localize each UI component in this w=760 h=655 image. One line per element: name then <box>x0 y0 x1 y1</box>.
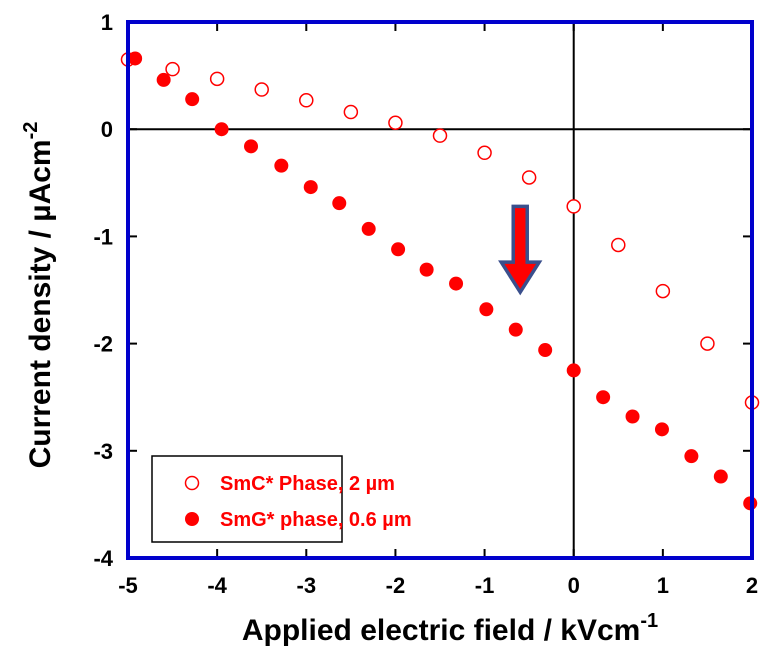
x-tick-label: -5 <box>118 573 138 598</box>
legend-marker-filled <box>185 512 199 526</box>
data-point-filled <box>332 196 347 211</box>
data-point-open <box>388 115 403 131</box>
data-point-filled <box>419 262 434 277</box>
data-point-open <box>209 71 225 87</box>
data-point-filled <box>479 302 494 317</box>
x-tick-label: -1 <box>475 573 495 598</box>
data-point-open <box>700 336 715 351</box>
data-point-filled <box>128 51 143 66</box>
data-point-filled <box>391 242 406 257</box>
legend-label: SmG* phase, 0.6 µm <box>220 509 412 531</box>
legend-marker-open <box>184 475 200 491</box>
data-point-filled <box>596 390 611 405</box>
data-point-filled <box>654 422 669 437</box>
legend-label: SmC* Phase, 2 µm <box>220 473 395 495</box>
legend-box <box>151 455 343 543</box>
series-layer <box>120 51 760 511</box>
data-point-filled <box>303 180 318 195</box>
y-axis-label-sup: -2 <box>20 122 42 140</box>
y-tick-label: -1 <box>93 224 113 249</box>
data-point-open <box>566 199 581 214</box>
data-point-open <box>343 104 359 120</box>
data-point-filled <box>508 322 523 337</box>
x-tick-label: 0 <box>568 573 580 598</box>
data-point-filled <box>156 72 171 87</box>
data-point-filled <box>566 363 581 378</box>
data-point-filled <box>274 158 289 173</box>
legend: SmC* Phase, 2 µm SmG* phase, 0.6 µm <box>151 455 412 543</box>
x-tick-label: -4 <box>207 573 227 598</box>
data-point-filled <box>214 122 229 137</box>
x-axis-label: Applied electric field / kVcm-1 <box>242 610 658 647</box>
y-tick-label: -2 <box>93 332 113 357</box>
x-tick-label: 2 <box>746 573 758 598</box>
data-point-filled <box>185 92 200 107</box>
x-tick-label: -2 <box>386 573 406 598</box>
y-tick-label: -3 <box>93 439 113 464</box>
tick-labels: -5 -4 -3 -2 -1 0 1 210-1-2-3-4 <box>93 10 758 598</box>
data-point-filled <box>625 409 640 424</box>
data-point-filled <box>361 221 376 236</box>
data-point-filled <box>244 139 259 154</box>
y-tick-label: 1 <box>101 10 113 35</box>
data-point-open <box>432 128 448 143</box>
y-axis-label-text: Current density / µAcm <box>24 139 57 468</box>
data-point-filled <box>538 343 553 358</box>
series-1 <box>120 52 760 410</box>
x-tick-label: 1 <box>657 573 669 598</box>
data-point-open <box>521 170 537 185</box>
x-tick-label: -3 <box>297 573 317 598</box>
plot-frame <box>126 20 754 560</box>
x-axis-label-text: Applied electric field / kVcm <box>242 614 640 647</box>
annotation-arrow <box>498 204 543 296</box>
data-point-open <box>611 237 626 253</box>
data-point-open <box>477 145 492 161</box>
y-tick-label: -4 <box>93 546 113 571</box>
data-point-filled <box>449 276 464 291</box>
data-point-open <box>299 93 314 108</box>
down-arrow-icon <box>498 204 543 296</box>
data-point-open <box>254 82 269 97</box>
data-point-filled <box>684 449 699 464</box>
data-point-filled <box>713 469 728 484</box>
data-point-open <box>655 283 671 299</box>
series-2 <box>128 51 758 511</box>
x-axis-label-sup: -1 <box>640 610 658 632</box>
data-point-open <box>165 61 180 77</box>
y-axis-label: Current density / µAcm-2 <box>20 122 57 469</box>
y-tick-label: 0 <box>101 117 113 142</box>
